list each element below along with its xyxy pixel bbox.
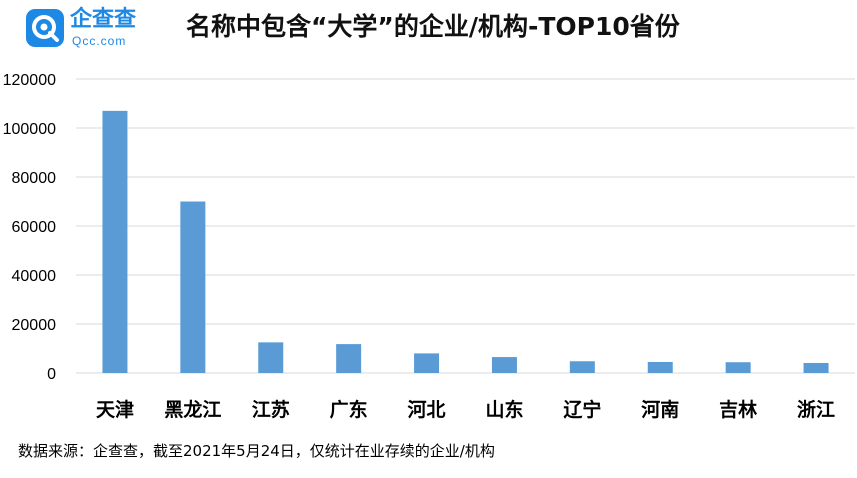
logo-subtitle: Qcc.com — [72, 34, 127, 48]
x-tick-label: 江苏 — [252, 398, 290, 421]
y-tick-label: 0 — [47, 366, 56, 383]
bar — [803, 362, 829, 373]
bar — [180, 201, 206, 373]
y-tick-label: 120000 — [3, 72, 56, 89]
x-tick-label: 辽宁 — [563, 398, 601, 421]
x-tick-label: 山东 — [485, 398, 523, 421]
source-note: 数据来源：企查查，截至2021年5月24日，仅统计在业存续的企业/机构 — [18, 442, 495, 460]
x-tick-label: 广东 — [330, 398, 368, 421]
x-tick-label: 吉林 — [719, 398, 757, 421]
bar-chart: 0 20000 40000 60000 80000 100000 120000 天津 黑龙江 江苏… — [3, 72, 855, 421]
x-tick-label: 河南 — [641, 399, 679, 421]
y-tick-label: 40000 — [12, 268, 57, 285]
qcc-logo-icon — [26, 9, 64, 47]
bar — [647, 361, 673, 373]
bar — [102, 110, 128, 373]
y-tick-label: 60000 — [12, 219, 57, 236]
x-tick-label: 河北 — [408, 399, 446, 421]
chart-title: 名称中包含“大学”的企业/机构-TOP10省份 — [186, 12, 680, 41]
y-tick-label: 80000 — [12, 170, 57, 187]
bar — [569, 361, 595, 373]
y-tick-label: 20000 — [12, 317, 57, 334]
bar — [258, 342, 284, 373]
bar — [414, 353, 440, 373]
y-tick-label: 100000 — [3, 121, 56, 138]
x-tick-label: 浙江 — [797, 398, 835, 421]
bar — [725, 362, 751, 373]
x-tick-label: 黑龙江 — [164, 398, 221, 421]
bar — [336, 344, 362, 373]
x-tick-label: 天津 — [96, 398, 134, 421]
logo-name: 企查查 — [70, 7, 137, 32]
bar — [491, 357, 517, 373]
brand-logo: 企查查 Qcc.com — [26, 7, 156, 51]
